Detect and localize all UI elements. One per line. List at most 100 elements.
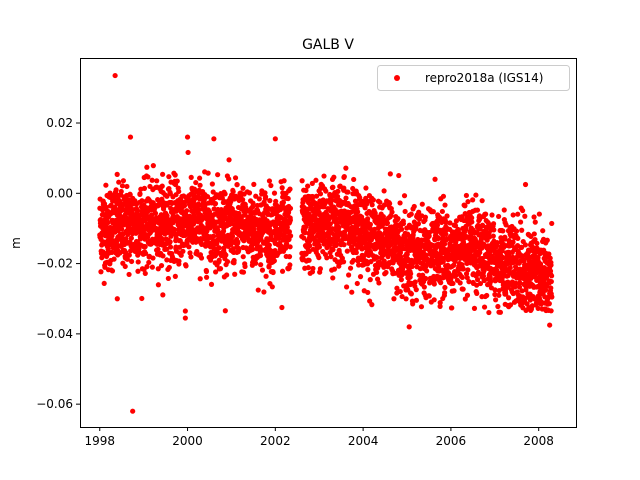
data-point [392,270,398,276]
legend-box [377,65,570,91]
y-tick-label: −0.06 [36,397,73,411]
data-point [324,255,330,261]
data-point [306,248,312,254]
data-point [114,171,120,177]
data-point [447,220,453,226]
data-point [451,288,457,294]
data-point [184,134,191,140]
data-point [535,254,541,261]
data-point [449,305,455,311]
data-point [522,181,529,188]
data-point [415,221,422,227]
data-point [253,260,259,266]
data-point [486,309,492,316]
data-point [343,165,349,171]
data-point [357,274,364,280]
data-point [310,265,316,272]
data-point [236,247,242,253]
data-point [123,236,129,242]
data-point [159,183,165,189]
data-point [262,194,269,200]
data-point [183,263,189,269]
data-point [271,190,278,196]
data-point [216,257,222,263]
data-point [268,182,274,189]
data-point [417,266,423,272]
data-point [160,171,166,177]
data-point [316,244,323,250]
data-point [335,188,341,194]
data-point [155,266,161,272]
data-point [167,239,173,245]
data-point [355,209,361,215]
data-point [155,246,161,252]
data-point [549,294,555,300]
data-point [341,242,347,248]
data-point [251,181,257,187]
data-point [279,268,286,274]
data-point [164,213,170,219]
data-point [437,300,443,306]
data-point [423,252,429,258]
data-point [341,185,347,191]
data-point [149,177,155,183]
data-point [197,175,203,181]
data-point [460,266,466,272]
data-point [497,309,504,315]
data-point [209,181,215,187]
data-point [383,269,389,276]
data-point [397,200,403,206]
data-point [488,278,494,284]
data-point [374,269,380,276]
data-point [266,242,272,248]
data-point [112,194,118,200]
data-point [426,229,433,236]
data-point [127,134,134,140]
data-point [469,219,475,225]
data-point [164,257,170,263]
data-point [171,226,177,233]
data-point [135,208,141,214]
data-point [281,178,287,184]
y-axis: 0.02 0.00 −0.02 −0.04 −0.06 [36,116,80,411]
data-point [154,178,160,184]
data-point [476,270,482,277]
data-point [287,244,293,250]
data-point [136,249,142,255]
data-point [481,304,488,310]
data-point [229,233,236,239]
data-point [426,293,432,299]
data-point [226,176,232,182]
data-point [464,292,471,298]
data-point [399,226,405,232]
data-point [279,304,285,311]
data-point [523,287,529,293]
data-point [317,266,323,272]
data-point [223,252,229,258]
data-point [122,263,128,270]
data-point [222,308,228,314]
data-point [299,178,305,184]
data-point [197,276,203,282]
data-point [270,269,276,276]
data-point [431,297,437,303]
data-point [226,157,232,163]
data-point [453,218,460,224]
data-point [124,183,130,190]
data-point [442,284,448,291]
data-point [285,195,291,202]
data-point [149,264,155,270]
data-point [522,213,528,219]
data-point [150,163,156,169]
data-point [126,271,132,278]
data-point [98,269,104,275]
data-point [130,408,136,414]
data-point [376,280,382,286]
data-point [113,187,119,193]
data-point [370,197,376,203]
data-point [172,273,178,279]
data-point [196,207,202,213]
data-point [503,222,509,228]
data-point [188,254,194,260]
data-point [465,199,471,205]
